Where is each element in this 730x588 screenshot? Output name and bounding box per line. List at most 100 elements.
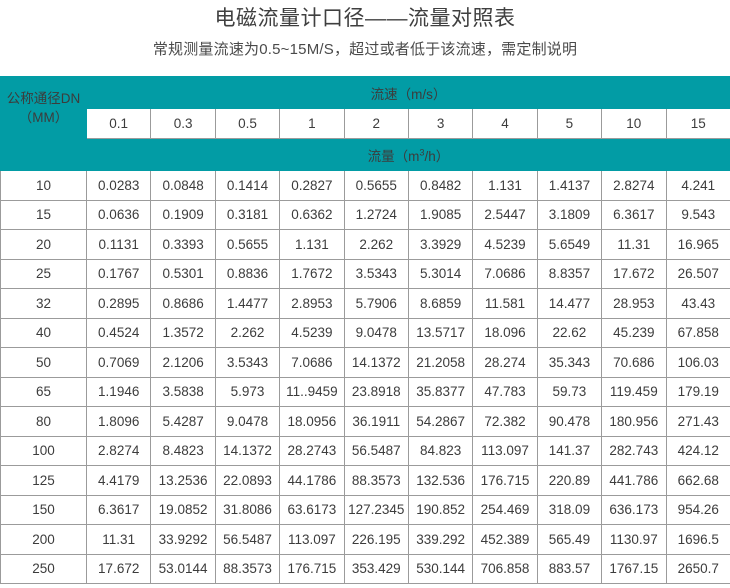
cell-flow-value: 530.144 [407,553,474,584]
cell-flow-value: 271.43 [665,406,730,437]
cell-nominal-diameter: 80 [0,406,87,437]
cell-flow-value: 53.0144 [150,553,216,584]
header-row-velocity-values: 0.1 0.3 0.5 1 2 3 4 5 10 15 [1,108,730,139]
table-row: 65 1.1946 3.5838 5.973 11..9459 23.8918 35.837… [0,376,730,407]
table-row: 200 11.31 33.9292 56.5487 113.097 226.195 339.… [0,524,730,555]
cell-flow-value: 70.686 [601,347,667,378]
cell-flow-value: 63.6173 [279,494,345,525]
cell-flow-value: 5.973 [214,376,281,407]
cell-flow-value: 14.1372 [343,347,409,378]
cell-flow-value: 17.672 [601,258,667,289]
cell-flow-value: 6.3617 [601,199,667,230]
header-cell-velocity-9: 15 [665,108,730,139]
cell-flow-value: 11.31 [85,524,152,555]
cell-flow-value: 18.0956 [279,406,345,437]
cell-flow-value: 0.6362 [279,199,345,230]
cell-flow-value: 1.3572 [150,317,216,348]
cell-nominal-diameter: 25 [0,258,87,289]
cell-flow-value: 4.4179 [85,465,152,496]
header-cell-flow-spacer [0,138,87,171]
cell-flow-value: 282.743 [601,435,667,466]
cell-flow-value: 2.262 [343,229,409,260]
cell-flow-value: 662.68 [665,465,730,496]
cell-flow-value: 8.8357 [536,258,603,289]
header-cell-velocity-1: 0.3 [150,108,216,139]
cell-flow-value: 8.4823 [150,435,216,466]
cell-flow-value: 3.5343 [343,258,409,289]
cell-nominal-diameter: 20 [0,229,87,260]
cell-flow-value: 21.2058 [407,347,474,378]
cell-flow-value: 0.2895 [85,288,152,319]
cell-flow-value: 0.2827 [279,170,345,201]
cell-flow-value: 3.5343 [214,347,281,378]
cell-flow-value: 7.0686 [472,258,538,289]
cell-nominal-diameter: 125 [0,465,87,496]
header-cell-velocity-4: 2 [343,108,409,139]
table-row: 20 0.1131 0.3393 0.5655 1.131 2.262 3.3929 4.52… [0,229,730,260]
cell-flow-value: 56.5487 [214,524,281,555]
cell-flow-value: 35.8377 [407,376,474,407]
cell-flow-value: 6.3617 [85,494,152,525]
cell-flow-value: 0.0848 [150,170,216,201]
cell-flow-value: 22.62 [536,317,603,348]
cell-flow-value: 3.1809 [536,199,603,230]
cell-flow-value: 11..9459 [279,376,345,407]
cell-flow-value: 22.0893 [214,465,281,496]
flow-comparison-table: 公称通径DN （MM） 流速（m/s） 0.1 0.3 0.5 1 2 3 4 … [0,76,730,584]
cell-nominal-diameter: 15 [0,199,87,230]
cell-flow-value: 220.89 [536,465,603,496]
cell-flow-value: 2650.7 [665,553,730,584]
cell-flow-value: 0.1909 [150,199,216,230]
cell-flow-value: 33.9292 [150,524,216,555]
cell-flow-value: 1.1946 [85,376,152,407]
cell-flow-value: 452.389 [472,524,538,555]
cell-flow-value: 16.965 [665,229,730,260]
header-cell-velocity-3: 1 [279,108,345,139]
cell-flow-value: 28.274 [472,347,538,378]
cell-flow-value: 1.131 [279,229,345,260]
cell-flow-value: 8.6859 [407,288,474,319]
cell-flow-value: 36.1911 [343,406,409,437]
cell-nominal-diameter: 200 [0,524,87,555]
corner-label-line1: 公称通径DN [6,90,81,106]
cell-flow-value: 19.0852 [150,494,216,525]
cell-flow-value: 339.292 [407,524,474,555]
cell-flow-value: 113.097 [472,435,538,466]
table-row: 250 17.672 53.0144 88.3573 176.715 353.429 530… [0,553,730,584]
cell-flow-value: 56.5487 [343,435,409,466]
header-row-flow-group: 流量（m3/h） [0,138,730,171]
cell-flow-value: 0.3393 [150,229,216,260]
cell-flow-value: 254.469 [472,494,538,525]
cell-flow-value: 5.4287 [150,406,216,437]
cell-flow-value: 88.3573 [343,465,409,496]
table-row: 10 0.0283 0.0848 0.1414 0.2827 0.5655 0.8482 1.… [0,170,730,201]
cell-flow-value: 132.536 [407,465,474,496]
cell-flow-value: 176.715 [472,465,538,496]
header-cell-velocity-group: 流速（m/s） [86,76,730,109]
table-head: 公称通径DN （MM） 流速（m/s） 0.1 0.3 0.5 1 2 3 4 … [0,76,730,171]
cell-flow-value: 90.478 [536,406,603,437]
cell-flow-value: 28.2743 [279,435,345,466]
cell-nominal-diameter: 150 [0,494,87,525]
header-cell-velocity-6: 4 [472,108,538,139]
cell-flow-value: 0.8686 [150,288,216,319]
cell-flow-value: 4.5239 [472,229,538,260]
cell-flow-value: 31.8086 [214,494,281,525]
cell-flow-value: 14.477 [536,288,603,319]
cell-nominal-diameter: 10 [0,170,87,201]
cell-flow-value: 5.3014 [407,258,474,289]
cell-flow-value: 706.858 [472,553,538,584]
cell-flow-value: 179.19 [665,376,730,407]
cell-flow-value: 127.2345 [343,494,409,525]
cell-flow-value: 44.1786 [279,465,345,496]
cell-flow-value: 1.7672 [279,258,345,289]
cell-flow-value: 0.5301 [150,258,216,289]
cell-flow-value: 0.8836 [214,258,281,289]
flow-group-label-superscript: 3 [419,147,425,157]
cell-flow-value: 1767.15 [601,553,667,584]
cell-flow-value: 180.956 [601,406,667,437]
cell-flow-value: 3.5838 [150,376,216,407]
table-row: 80 1.8096 5.4287 9.0478 18.0956 36.1911 54.286… [0,406,730,437]
header-row-velocity-group: 公称通径DN （MM） 流速（m/s） [0,76,730,139]
